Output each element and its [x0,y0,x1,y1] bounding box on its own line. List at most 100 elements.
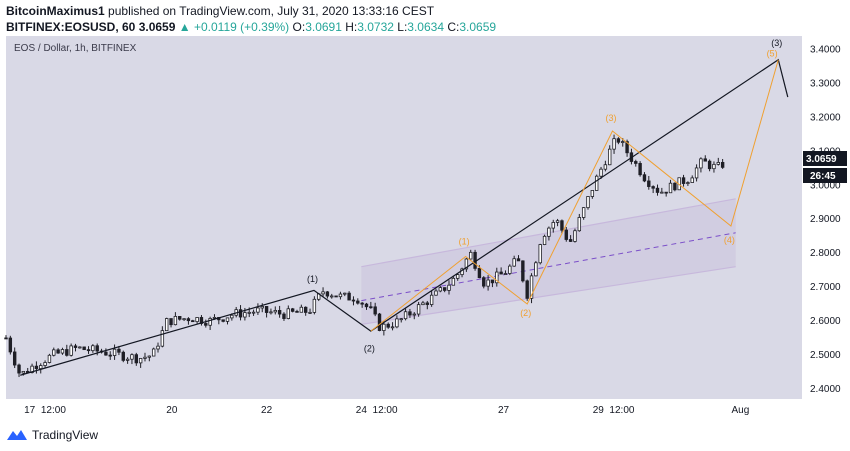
candle-body [555,220,560,223]
price-tick-label: 3.4000 [810,45,841,56]
open-label: O: [292,20,306,34]
candle-body [4,337,8,340]
candle-body [403,311,408,320]
candle-body [447,284,451,291]
candle-body [416,304,421,315]
footer: TradingView [6,428,98,442]
last-price: 3.0659 [138,20,176,34]
time-tick-label: Aug [732,405,750,416]
chart-title: EOS / Dollar, 1h, BITFINEX [14,43,137,54]
candle-body [364,303,369,308]
wave-label: (2) [364,344,375,354]
price-badge-text: 3.0659 [806,154,837,165]
candle-body [117,348,121,353]
candle-body [125,358,130,361]
candle-body [343,292,347,295]
price-tick-label: 2.8000 [810,248,841,259]
candle-body [642,174,647,182]
candle-body [330,295,334,298]
candle-body [564,229,568,240]
candle-body [573,230,577,242]
candle-body [286,308,291,319]
candle-body [338,293,343,298]
candle-body [325,291,330,297]
candle-body [356,300,360,304]
change-value: +0.0119 (+0.39%) [193,20,290,34]
candle-body [347,292,351,301]
candle-body [512,258,516,267]
time-tick-label: 12:00 [373,405,398,416]
candle-body [395,318,399,328]
candle-body [590,190,595,197]
candle-body [716,162,720,165]
price-tick-label: 2.7000 [810,282,841,293]
candle-body [299,306,304,313]
candle-body [69,345,73,356]
candle-body [169,318,173,326]
candle-body [195,317,199,323]
candle-body [238,309,243,318]
candle-body [668,182,673,194]
candle-body [243,312,247,318]
candle-body [312,298,317,313]
candle-body [547,227,551,237]
candle-body [673,182,677,191]
time-axis[interactable]: 17 12:00 20 22 24 12:00 27 29 12:00 Aug [24,405,749,416]
candle-body [508,265,512,274]
price-axis[interactable]: 3.40003.30003.20003.10003.00002.90002.80… [810,45,841,395]
candle-body [442,287,447,291]
candle-body [277,310,282,315]
candle-body [221,319,225,322]
candle-body [490,279,495,284]
candle-body [151,348,156,357]
candle-body [269,311,273,314]
candle-body [699,158,703,169]
candle-body [130,354,134,360]
tradingview-brand[interactable]: TradingView [32,428,99,442]
candle-body [321,291,325,295]
candle-body [147,355,152,358]
candle-body [82,346,86,351]
candle-body [707,160,712,170]
author-name[interactable]: BitcoinMaximus1 [6,4,105,18]
candle-body [464,258,469,270]
candle-body [208,318,212,326]
candle-body [121,351,125,361]
candle-body [21,370,26,374]
symbol-info: BITFINEX:EOSUSD, 60 3.0659 ▲ +0.0119 (+0… [6,20,496,34]
symbol-label: BITFINEX:EOSUSD, 60 [6,20,136,34]
wave-lines [20,58,789,376]
candle-body [377,313,382,331]
candle-body [438,287,443,292]
candle-body [360,302,364,305]
candle-body [86,349,91,352]
candle-body [469,251,473,260]
orange-wave-line [370,59,779,332]
candles [4,134,725,378]
candle-body [542,235,547,245]
candle-body [455,274,460,279]
candle-body [260,306,264,309]
candle-body [134,354,138,364]
candle-body [230,314,234,319]
candle-body [703,158,707,162]
candle-body [412,313,416,316]
low-label: L: [397,20,408,34]
price-badge: 3.0659 [803,151,847,166]
candle-body [586,196,590,209]
candle-body [8,337,13,353]
candle-body [521,260,525,282]
time-tick-label: 20 [166,405,178,416]
candle-body [712,163,716,170]
candle-body [390,326,395,329]
candle-body [486,279,490,287]
publish-info: BitcoinMaximus1 published on TradingView… [6,4,434,18]
candle-body [104,351,108,356]
candle-body [386,323,390,328]
candle-body [17,364,21,374]
candle-body [290,308,295,312]
candle-body [425,302,429,305]
candle-body [247,311,251,314]
up-arrow-icon: ▲ [178,20,191,34]
